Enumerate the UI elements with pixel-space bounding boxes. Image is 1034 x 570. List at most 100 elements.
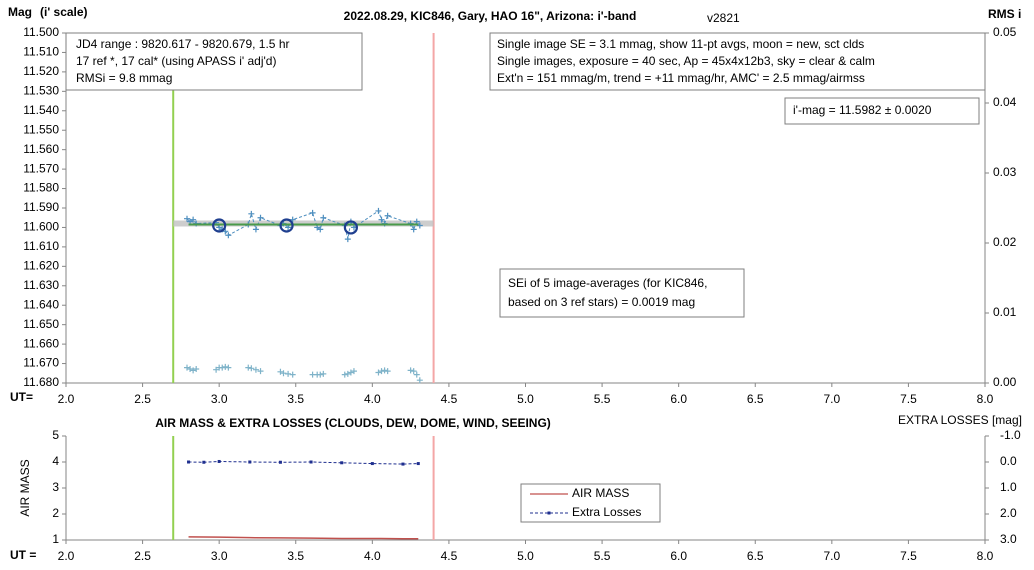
- x-tick-label: 3.5: [287, 549, 304, 563]
- y2-tick-label: 3.0: [1000, 532, 1017, 546]
- point: [378, 216, 385, 223]
- x-tick-label: 6.5: [747, 549, 764, 563]
- y-tick-label: 11.570: [23, 161, 59, 175]
- point: [187, 460, 191, 464]
- point: [341, 371, 348, 378]
- point: [289, 216, 296, 223]
- y-tick-label: 11.630: [23, 278, 59, 292]
- point: [225, 232, 232, 239]
- point: [340, 461, 344, 465]
- x-tick-label: 7.0: [823, 549, 840, 563]
- x-tick-label: 2.5: [134, 549, 151, 563]
- average-point: [343, 220, 358, 235]
- point: [245, 364, 252, 371]
- annotation-box: [499, 268, 745, 318]
- y-tick-label: 11.620: [23, 259, 59, 273]
- y2-tick-label: 0.02: [993, 235, 1017, 249]
- y-tick-label: 11.540: [23, 103, 59, 117]
- point: [187, 366, 194, 372]
- x-tick-label: 5.5: [594, 392, 611, 406]
- point: [375, 369, 382, 376]
- x-tick-label: 4.0: [364, 549, 381, 563]
- point: [193, 366, 200, 372]
- y2-tick-label: 0.0: [1000, 454, 1017, 468]
- point: [248, 365, 255, 372]
- y-label: Mag: [8, 5, 32, 19]
- y2-tick-label: 0.05: [993, 25, 1017, 39]
- x-tick-label: 2.0: [58, 549, 75, 563]
- y-tick-label: 11.510: [23, 45, 59, 59]
- point: [309, 209, 316, 216]
- y-tick-label: 11.520: [23, 64, 59, 78]
- annotation-text: RMSi = 9.8 mmag: [76, 71, 172, 85]
- point: [278, 460, 282, 464]
- x-tick-label: 3.0: [211, 549, 228, 563]
- point: [384, 368, 391, 375]
- y-label: AIR MASS: [18, 459, 32, 516]
- point: [202, 460, 206, 464]
- y2-tick-label: 0.03: [993, 165, 1017, 179]
- point: [248, 210, 255, 217]
- y2-label: EXTRA LOSSES [mag]: [898, 413, 1022, 427]
- point: [257, 214, 264, 221]
- x-tick-label: 7.0: [823, 392, 840, 406]
- annotation-text: i'-mag = 11.5982 ± 0.0020: [793, 103, 932, 117]
- y-tick-label: 11.550: [23, 122, 59, 136]
- annotation-text: Ext'n = 151 mmag/m, trend = +11 mmag/hr,…: [497, 71, 865, 85]
- point: [317, 226, 324, 233]
- y-tick-label: 11.660: [23, 336, 59, 350]
- average-point: [212, 218, 227, 233]
- point: [285, 370, 292, 377]
- y-tick-label: 5: [52, 428, 59, 442]
- legend-marker: [547, 511, 551, 515]
- x-tick-label: 7.5: [900, 549, 917, 563]
- x-tick-label: 8.0: [977, 392, 994, 406]
- y-tick-label: 4: [52, 454, 59, 468]
- legend-box: [520, 483, 661, 523]
- y-label-note: (i' scale): [40, 5, 88, 19]
- y-tick-label: 1: [52, 532, 59, 546]
- y-tick-label: 11.670: [23, 356, 59, 370]
- subtitle: v2821: [707, 11, 740, 25]
- legend-label: Extra Losses: [572, 505, 641, 519]
- annotation-text: JD4 range : 9820.617 - 9820.679, 1.5 hr: [76, 37, 290, 51]
- point: [378, 368, 385, 375]
- y2-tick-label: 2.0: [1000, 506, 1017, 520]
- y-tick-label: 11.680: [23, 375, 59, 389]
- point: [190, 216, 197, 223]
- point: [347, 369, 354, 376]
- x-tick-label: 8.0: [977, 549, 994, 563]
- x-tick-label: 5.0: [517, 392, 534, 406]
- point: [248, 460, 252, 464]
- y-tick-label: 11.650: [23, 317, 59, 331]
- point: [401, 462, 405, 466]
- x-tick-label: 7.5: [900, 392, 917, 406]
- y2-tick-label: 1.0: [1000, 480, 1017, 494]
- point: [416, 377, 423, 384]
- point: [184, 215, 191, 222]
- point: [289, 371, 296, 378]
- point: [384, 212, 391, 219]
- point: [213, 366, 220, 373]
- y-tick-label: 11.590: [23, 200, 59, 214]
- y2-label: RMS i: [988, 7, 1021, 21]
- point: [252, 226, 259, 233]
- point: [344, 370, 351, 377]
- y-tick-label: 11.530: [23, 84, 59, 98]
- point: [252, 366, 259, 373]
- annotation-text: SEi of 5 image-averages (for KIC846,: [508, 276, 707, 290]
- annotation-text: Single images, exposure = 40 sec, Ap = 4…: [497, 54, 875, 68]
- point: [320, 214, 327, 221]
- x-tick-label: 5.0: [517, 549, 534, 563]
- point: [350, 368, 357, 375]
- point: [375, 207, 382, 214]
- x-tick-label: 2.5: [134, 392, 151, 406]
- y-tick-label: 11.500: [23, 25, 59, 39]
- point: [413, 371, 420, 378]
- annotation-text: 17 ref *, 17 cal* (using APASS i' adj'd): [76, 54, 276, 68]
- x-tick-label: 6.0: [670, 392, 687, 406]
- y2-tick-label: 0.01: [993, 305, 1017, 319]
- point: [370, 462, 374, 466]
- point: [309, 460, 313, 464]
